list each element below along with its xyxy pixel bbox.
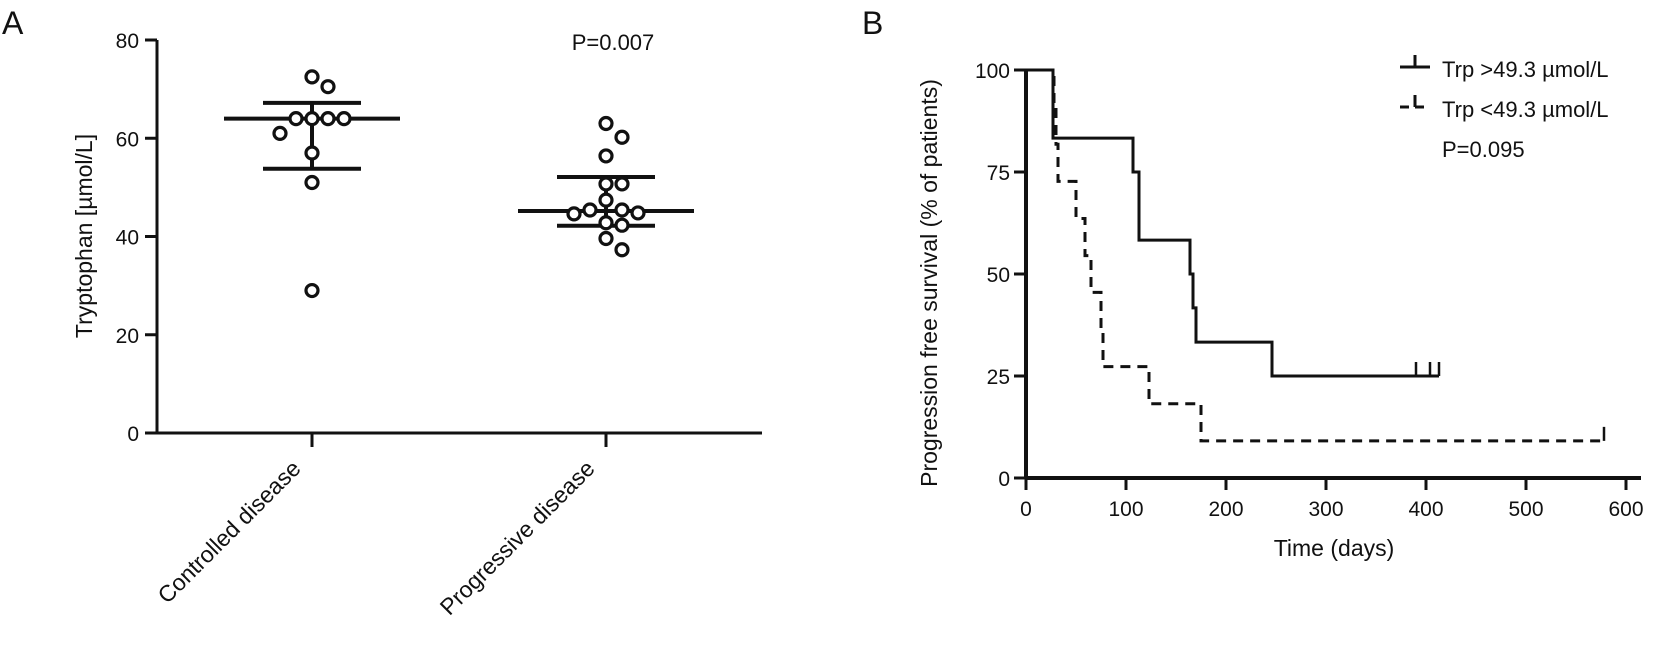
category-label-controlled: Controlled disease [152,455,305,608]
y-tick-label: 20 [116,325,139,348]
x-tick-label: 400 [1408,498,1443,521]
survival-curve-high [1026,68,1439,378]
panel-b-y-ticks: 0 25 50 75 100 [975,60,1026,491]
data-point [336,110,352,127]
legend-item-low: Trp <49.3 µmol/L [1400,95,1609,122]
data-point [630,205,646,221]
panel-b-x-axis-title: Time (days) [1274,535,1395,561]
data-point [598,215,614,231]
y-tick-label: 100 [975,60,1010,83]
x-tick-label: 300 [1308,498,1343,521]
legend-label-high: Trp >49.3 µmol/L [1442,57,1609,82]
data-point [614,202,630,218]
data-point [614,129,630,145]
data-point [288,110,304,127]
data-point [320,110,336,127]
category-label-progressive: Progressive disease [435,455,600,620]
data-point [598,192,614,208]
data-point [598,176,614,192]
panel-b-curves [1026,68,1606,443]
data-point [304,282,320,299]
x-tick-label: 500 [1508,498,1543,521]
panel-a-x-ticks [310,433,608,447]
data-point [272,125,288,141]
panel-b-y-axis-title: Progression free survival (% of patients… [916,79,942,487]
y-tick-label: 80 [116,30,139,53]
y-tick-label: 40 [116,227,139,250]
x-tick-label: 0 [1020,498,1032,521]
data-point [614,242,630,258]
panel-b: B 0 25 50 75 100 0 100 200 300 400 500 600 Time (d… [862,5,1644,561]
data-point [304,145,320,161]
legend-label-low: Trp <49.3 µmol/L [1442,97,1609,122]
panel-b-p-value: P=0.095 [1442,137,1525,162]
panel-a-p-value: P=0.007 [572,30,655,55]
panel-a-dots [272,69,646,299]
survival-curve-low [1026,68,1604,443]
panel-b-letter: B [862,5,883,41]
y-tick-label: 60 [116,128,139,151]
data-point [582,202,598,218]
y-tick-label: 50 [987,264,1010,287]
data-point [304,69,320,85]
data-point [614,176,630,192]
data-point [598,115,614,132]
panel-a-letter: A [2,5,24,41]
x-tick-label: 100 [1108,498,1143,521]
data-point [598,230,614,247]
panel-b-legend: Trp >49.3 µmol/L Trp <49.3 µmol/L P=0.09… [1400,55,1609,162]
data-point [614,217,630,233]
y-tick-label: 75 [987,162,1010,185]
data-point [566,206,582,222]
panel-a: A 0 20 40 60 80 Controlled disease Progressi… [2,5,762,620]
panel-b-x-ticks: 0 100 200 300 400 500 600 [1020,478,1644,521]
y-tick-label: 0 [998,468,1010,491]
data-point [304,110,320,127]
y-tick-label: 25 [987,366,1010,389]
panel-a-y-ticks: 0 20 40 60 80 [116,30,157,446]
x-tick-label: 600 [1608,498,1643,521]
data-point [598,148,614,164]
data-point [304,174,320,191]
x-tick-label: 200 [1208,498,1243,521]
data-point [320,79,336,95]
y-tick-label: 0 [127,423,139,446]
panel-a-y-axis-title: Tryptophan [µmol/L] [71,134,97,338]
legend-item-high: Trp >49.3 µmol/L [1400,55,1609,82]
